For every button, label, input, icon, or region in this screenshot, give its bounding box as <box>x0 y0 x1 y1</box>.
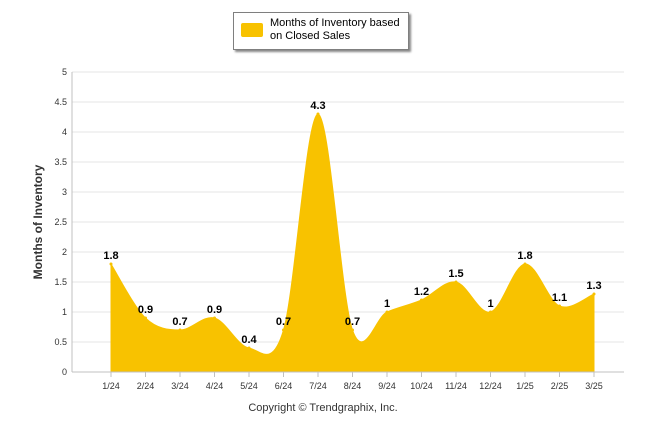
data-label: 1.3 <box>586 280 601 292</box>
x-tick-label: 8/24 <box>344 381 362 391</box>
data-labels: 1.8 0.9 0.7 0.9 0.4 0.7 4.3 0.7 1 1.2 1.5 1 1.8 1.1 1.… <box>103 100 601 346</box>
data-label: 1.1 <box>552 292 567 304</box>
data-point <box>213 316 216 320</box>
data-label: 0.7 <box>276 316 291 328</box>
x-tick-label: 2/24 <box>137 381 155 391</box>
data-point <box>385 310 389 314</box>
y-tick-label: 4.5 <box>54 97 67 107</box>
x-tick-label: 1/25 <box>516 381 534 391</box>
data-label: 1 <box>384 298 390 310</box>
data-point <box>109 262 113 266</box>
y-axis-title: Months of Inventory <box>31 164 45 280</box>
y-tick-label: 1 <box>62 307 67 317</box>
y-tick-label: 2 <box>62 247 67 257</box>
y-tick-label: 3.5 <box>54 157 67 167</box>
legend-swatch <box>241 23 263 37</box>
area-series <box>109 112 596 373</box>
data-point <box>558 304 561 308</box>
y-tick-label: 1.5 <box>54 277 67 287</box>
x-tick-label: 9/24 <box>378 381 396 391</box>
data-label: 4.3 <box>310 100 325 112</box>
data-label: 1.2 <box>414 286 429 298</box>
y-tick-label: 0 <box>62 367 67 377</box>
series-area <box>110 113 595 373</box>
x-tick-label: 10/24 <box>410 381 433 391</box>
data-point <box>454 280 458 284</box>
data-point <box>178 328 182 332</box>
data-point <box>282 328 285 332</box>
data-label: 0.9 <box>138 304 153 316</box>
data-point <box>247 346 251 350</box>
data-point <box>351 328 354 332</box>
data-label: 0.4 <box>241 334 257 346</box>
y-tick-label: 3 <box>62 187 67 197</box>
data-label: 1.8 <box>103 250 118 262</box>
gridlines <box>72 71 624 343</box>
copyright-text: Copyright © Trendgraphix, Inc. <box>248 402 398 414</box>
y-tick-label: 0.5 <box>54 337 67 347</box>
legend: Months of Inventory based on Closed Sale… <box>233 12 409 50</box>
y-tick-label: 5 <box>62 67 67 77</box>
x-tick-label: 2/25 <box>551 381 569 391</box>
data-label: 1 <box>487 298 493 310</box>
x-tick-label: 11/24 <box>445 381 467 391</box>
y-tick-label: 2.5 <box>54 217 67 227</box>
data-point <box>523 262 527 266</box>
data-label: 0.9 <box>207 304 222 316</box>
data-point <box>489 310 492 314</box>
x-tick-label: 7/24 <box>309 381 327 391</box>
x-tick-label: 5/24 <box>240 381 258 391</box>
data-label: 1.8 <box>517 250 532 262</box>
axes: 0 0.5 1 1.5 2 2.5 3 3.5 4 4.5 5 1/24 2/24 3/24 4/24 5/2… <box>54 67 624 391</box>
legend-label: Months of Inventory based on Closed Sale… <box>270 17 400 42</box>
x-tick-label: 12/24 <box>479 381 502 391</box>
data-point <box>316 112 320 116</box>
x-tick-label: 1/24 <box>102 381 120 391</box>
data-point <box>420 298 423 302</box>
data-label: 0.7 <box>172 316 187 328</box>
data-label: 0.7 <box>345 316 360 328</box>
x-tick-label: 6/24 <box>275 381 293 391</box>
data-point <box>592 292 596 296</box>
data-point <box>144 316 147 320</box>
y-tick-label: 4 <box>62 127 67 137</box>
x-tick-label: 3/25 <box>585 381 603 391</box>
x-tick-label: 3/24 <box>171 381 189 391</box>
data-label: 1.5 <box>448 268 463 280</box>
x-tick-label: 4/24 <box>206 381 224 391</box>
